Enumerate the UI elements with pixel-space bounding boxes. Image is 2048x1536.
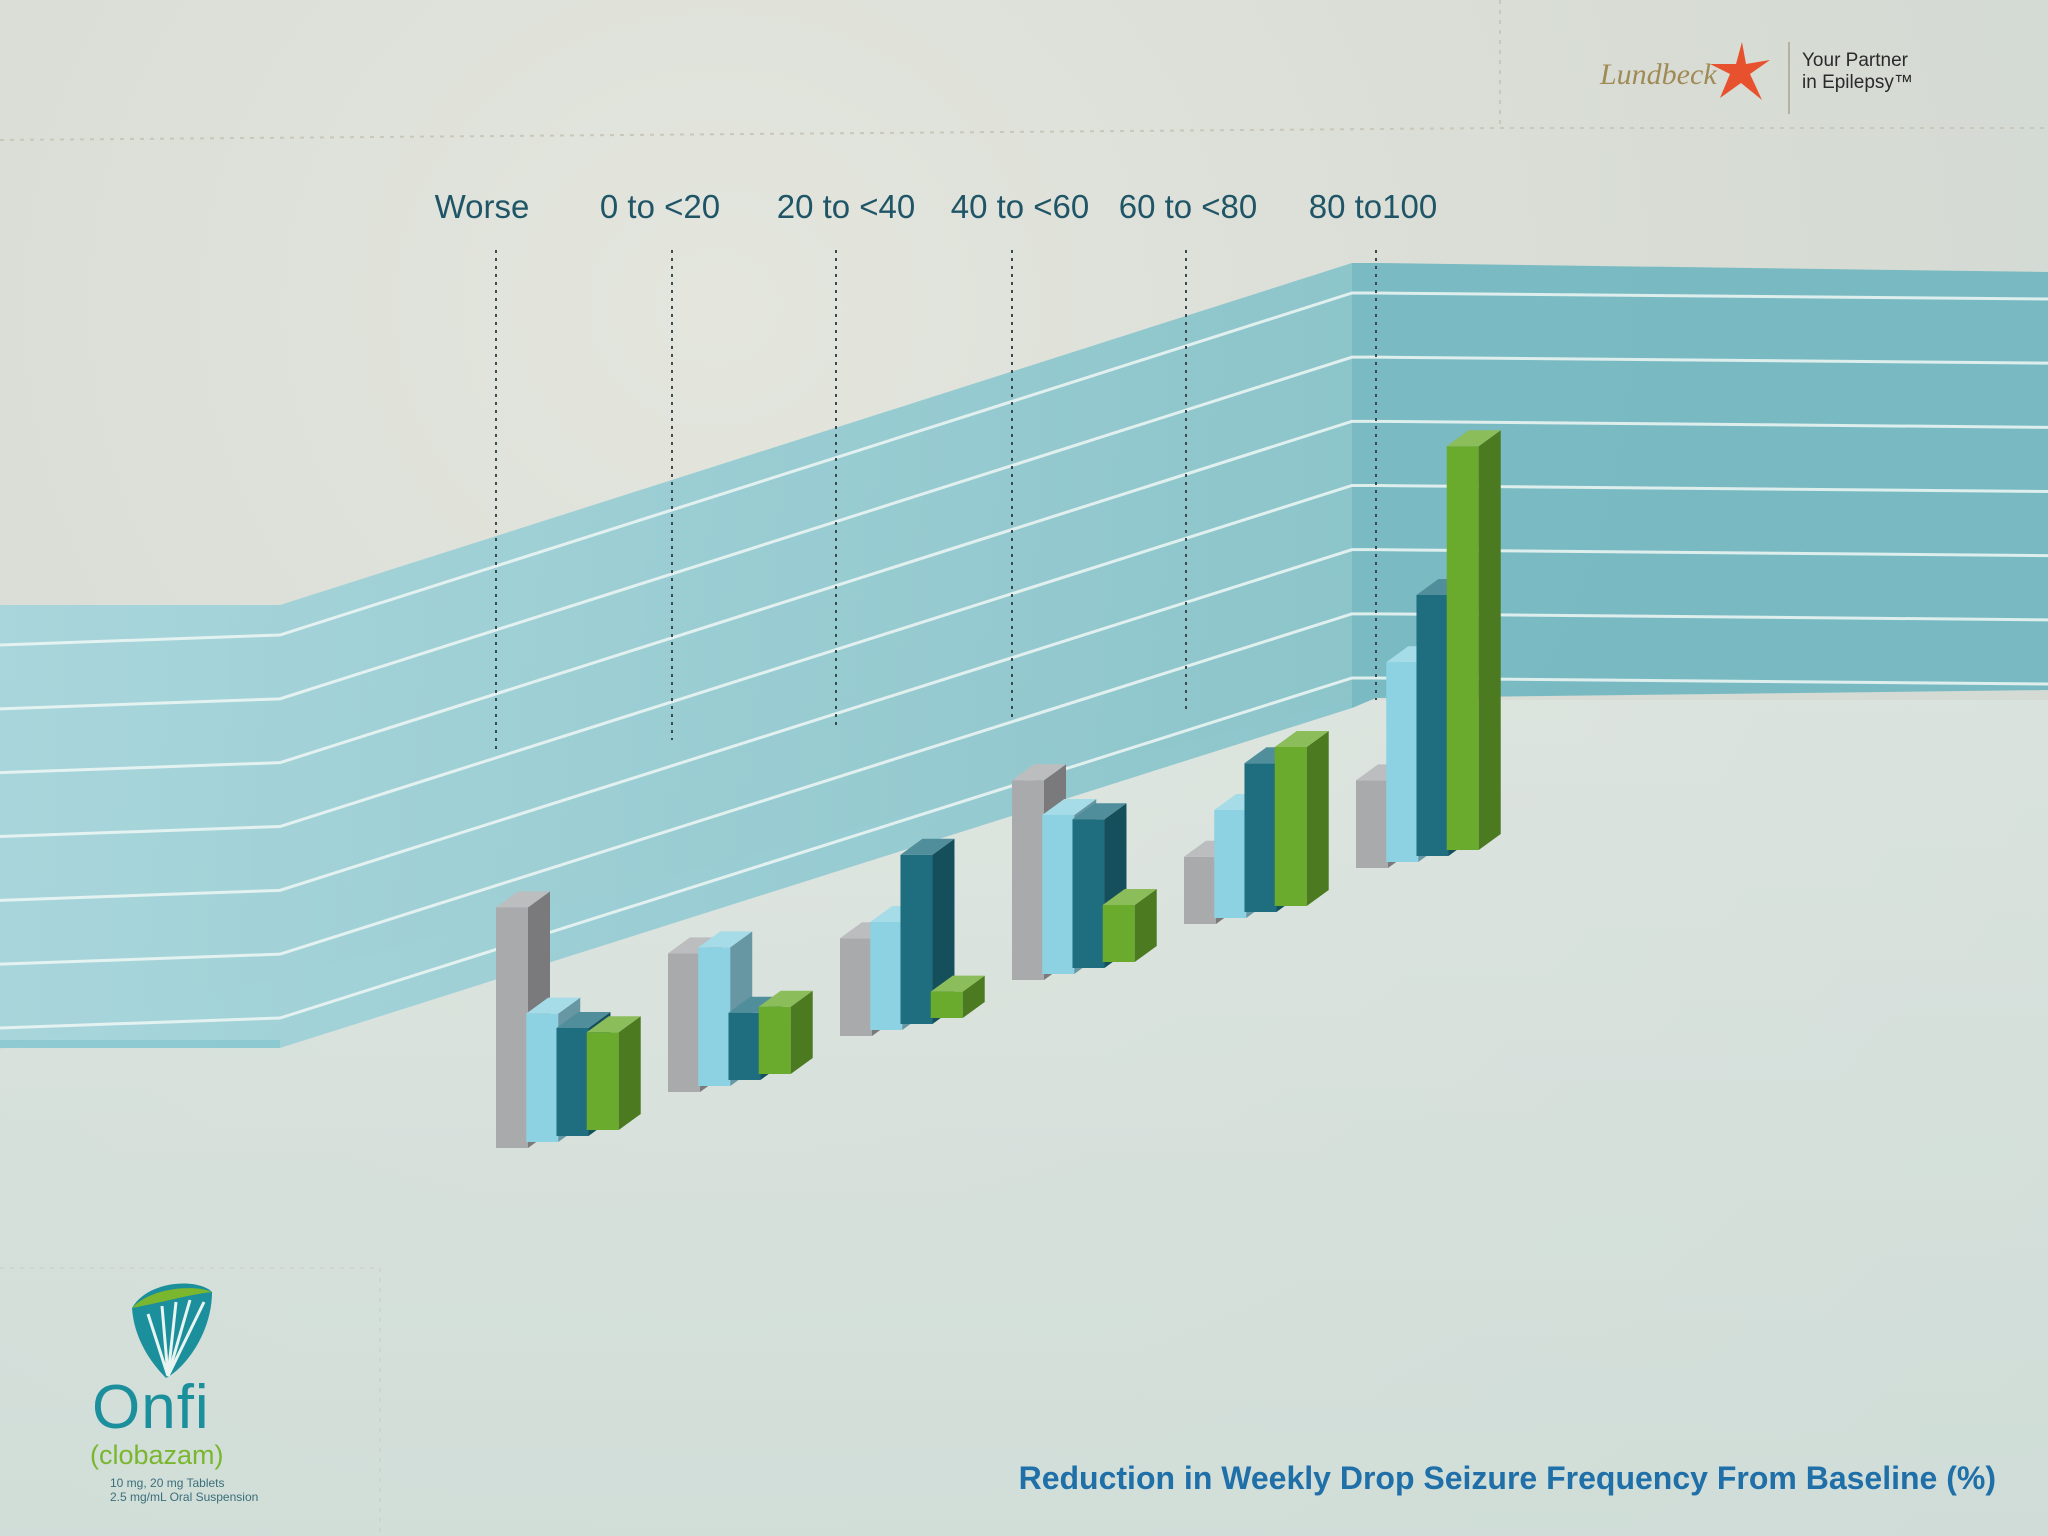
bar-top [1012,764,1066,781]
bar-front [1274,747,1307,906]
bar-front [840,938,872,1036]
brand-wordmark: Lundbeck [1600,58,1717,91]
brand-tagline: Your Partner in Epilepsy™ [1802,50,1913,94]
starfish-icon [1710,42,1770,100]
category-label: 40 to <60 [951,188,1090,225]
bar-side [1478,430,1501,850]
bar-front [1214,810,1247,918]
bar-top [1072,803,1127,820]
x-axis-label: Reduction in Weekly Drop Seizure Frequen… [1018,1460,1996,1496]
brand-divider [1788,42,1790,114]
bar-front [1012,780,1044,980]
category-label: 20 to <40 [777,188,916,225]
bar-side [962,975,985,1018]
bar-front [556,1028,589,1136]
product-name: Onfi [92,1373,210,1442]
bar-front [1184,856,1216,924]
bar-top [698,931,753,948]
bar-side [1134,889,1157,962]
bar-side [932,838,955,1024]
bar-front [930,991,963,1018]
bar-front [900,854,933,1024]
bar-front [758,1006,791,1074]
bar-top [1274,731,1329,747]
bar-top [930,975,985,992]
product-logo: Onfi (clobazam) 10 mg, 20 mg Tablets 2.5… [84,1280,264,1510]
bar-front [1102,905,1135,962]
bar-front [668,953,700,1092]
tagline-line-1: Your Partner [1802,50,1908,71]
dose-line-2: 2.5 mg/mL Oral Suspension [110,1490,259,1504]
category-label: 0 to <20 [600,188,720,225]
tagline-line-2: in Epilepsy™ [1802,72,1913,93]
bar-front [586,1032,619,1130]
bar [1274,731,1329,906]
bar-front [526,1013,559,1142]
category-label: Worse [435,188,530,225]
bar-side [618,1016,641,1130]
bar [900,838,955,1024]
dose-line-1: 10 mg, 20 mg Tablets [110,1476,225,1490]
bar [1102,889,1157,962]
gridline [0,612,2048,966]
bar-front [728,1012,761,1080]
bar-top [526,997,581,1014]
category-label: 80 to100 [1309,188,1437,225]
bar-front [870,922,903,1030]
gridline [0,419,2048,775]
category-leader-lines [495,250,1377,750]
gridlines [0,291,2048,1030]
bar-top [758,990,813,1007]
bar [930,975,985,1018]
bar-front [1386,662,1419,862]
brand-lockup: Lundbeck Your Partner in Epilepsy™ [1600,40,1930,120]
wall-base [0,1040,280,1048]
product-dosage: 10 mg, 20 mg Tablets 2.5 mg/mL Oral Susp… [110,1476,258,1504]
bar-top [556,1012,611,1028]
bar-front [1072,819,1105,968]
bar-side [1306,731,1329,906]
bar-front [1416,595,1449,856]
bar-top [1102,889,1157,905]
category-labels: Worse 0 to <20 20 to <40 40 to <60 60 to <80… [435,188,1438,225]
floor [0,700,2048,1536]
leaf-icon [132,1283,212,1378]
chart-walls [0,263,2048,1048]
bar-front [698,947,731,1086]
gridline [0,355,2048,711]
bar-group [1356,430,1501,868]
gridline [0,548,2048,902]
bar-front [1446,446,1479,850]
bar-side [790,990,813,1074]
product-generic: (clobazam) [90,1440,224,1470]
bar-front [1356,780,1388,868]
bar-groups [496,430,1501,1148]
bar-group [668,931,813,1092]
bar-top [1042,799,1097,815]
bar [586,1016,641,1130]
bar-group [496,891,641,1148]
bar-front [1244,763,1277,912]
category-label: 60 to <80 [1119,188,1258,225]
bar-group [1012,764,1157,980]
back-wall-left [0,263,1352,1048]
bar-group [840,838,985,1036]
gridline [0,291,2048,647]
gridline [0,676,2048,1030]
bar-group [1184,731,1329,924]
bar-front [496,907,528,1148]
bar [1446,430,1501,850]
gridline [0,484,2048,838]
bar-top [900,838,955,855]
back-wall-right [1352,263,2048,708]
bar [758,990,813,1074]
bar-top [586,1016,641,1033]
bar-front [1042,815,1075,974]
bar-top [496,891,550,908]
bar-top [1446,430,1501,447]
